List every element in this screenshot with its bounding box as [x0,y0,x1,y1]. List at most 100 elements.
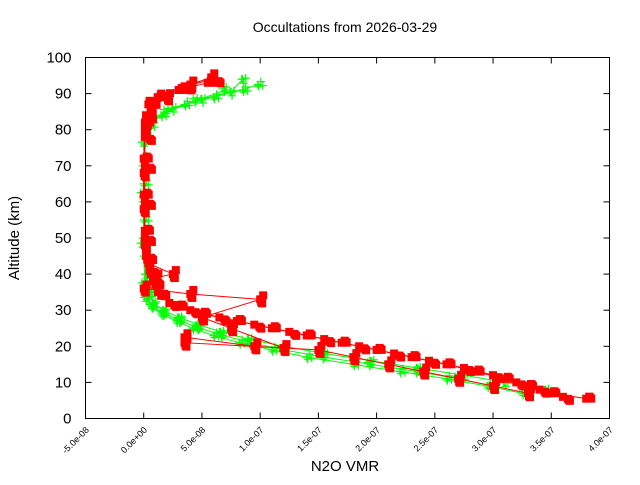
square-point [181,341,190,350]
y-tick-label: 30 [55,302,72,319]
series-0-profile-2-line [143,89,494,387]
plus-point [142,297,151,306]
square-point [142,165,151,174]
y-tick-label: 50 [55,230,72,247]
x-tick-label: 1.0e-07 [237,425,266,454]
y-tick-label: 70 [55,158,72,175]
square-point [422,363,431,372]
plus-point [303,355,312,364]
y-tick-label: 90 [55,86,72,103]
square-point [145,262,154,271]
plus-point [230,86,239,95]
y-tick-label: 10 [55,374,72,391]
square-point [445,358,454,367]
square-point [143,224,152,233]
square-point [142,188,151,197]
square-point [290,329,299,338]
plus-point [198,99,207,108]
plus-point [193,93,202,102]
square-point [315,348,324,357]
square-point [189,76,198,85]
square-point [181,336,190,345]
x-axis-label: N2O VMR [311,458,380,475]
y-tick-label: 100 [46,50,71,67]
plot-frame [85,57,610,419]
square-point [350,356,359,365]
square-point [420,370,429,379]
square-point [455,377,464,386]
plus-point [157,307,166,316]
plus-point [228,91,237,100]
plus-point [365,362,374,371]
square-point [166,89,175,98]
square-point [171,266,180,275]
plus-point [191,98,200,107]
x-tick-label: 4.0e-07 [586,425,615,454]
square-point [141,128,150,137]
square-point [140,287,149,296]
square-point [255,322,264,331]
square-point [563,394,572,403]
square-point [189,285,198,294]
plus-point [220,87,229,96]
plus-point [219,328,228,337]
plus-point [175,319,184,328]
plus-point [215,329,224,338]
y-tick-label: 0 [63,411,71,428]
square-point [220,315,229,324]
square-point [503,372,512,381]
plus-point [254,82,263,91]
x-tick-label: 2.0e-07 [353,425,382,454]
x-tick-label: 2.5e-07 [412,425,441,454]
plus-point [243,336,252,345]
square-point [164,96,173,105]
plus-point [237,75,246,84]
y-tick-label: 80 [55,122,72,139]
square-point [280,347,289,356]
square-point [526,385,535,394]
chart-title: Occultations from 2026-03-29 [253,19,438,35]
square-point [187,83,196,92]
square-point [430,358,439,367]
square-point [187,292,196,301]
square-point [170,300,179,309]
square-point [230,320,239,329]
square-point [325,337,334,346]
square-point [375,343,384,352]
square-point [317,341,326,350]
plus-point [241,74,250,83]
square-point [177,83,186,92]
plus-point [396,369,405,378]
plus-point [164,104,173,113]
square-point [143,237,152,246]
plus-point [144,216,153,225]
square-point [352,349,361,358]
square-point [156,91,165,100]
square-point [550,387,559,396]
square-point [387,356,396,365]
series-1-profile-2-line [142,76,529,394]
square-point [282,340,291,349]
square-point [165,298,174,307]
x-tick-label: -5.0e-08 [60,425,91,456]
plus-point [210,333,219,342]
square-point [160,289,169,298]
square-point [183,329,192,338]
y-axis-label: Altitude (km) [6,196,23,280]
plus-point [162,109,171,118]
square-point [385,363,394,372]
plus-point [307,354,316,363]
plus-point [239,87,248,96]
plus-point [144,180,153,189]
square-point [489,371,498,380]
square-point [410,351,419,360]
x-tick-label: 0.0e+00 [119,425,149,455]
plus-point [258,81,267,90]
plus-point [167,104,176,113]
plus-point [369,355,378,364]
square-point [492,378,501,387]
square-point [585,392,594,401]
plus-point [210,95,219,104]
square-point [149,100,158,109]
square-point [251,345,260,354]
